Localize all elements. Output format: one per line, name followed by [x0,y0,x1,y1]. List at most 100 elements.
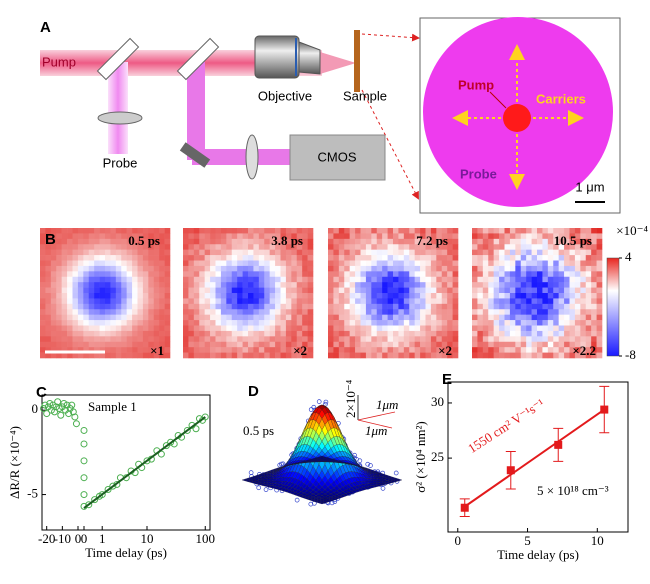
heatmap-pixel [183,315,189,321]
heatmap-pixel [499,331,505,337]
heatmap-pixel [253,250,259,256]
heatmap-pixel [521,326,527,332]
heatmap-pixel [183,271,189,277]
heatmap-pixel [308,233,314,239]
heatmap-pixel [105,266,111,272]
heatmap-pixel [505,228,511,234]
heatmap-pixel [165,244,171,250]
heatmap-pixel [308,250,314,256]
heatmap-pixel [221,288,227,294]
heatmap-pixel [40,320,46,326]
heatmap-pixel [259,244,265,250]
heatmap-pixel [575,331,581,337]
heatmap-pixel [110,298,116,304]
heatmap-pixel [548,277,554,283]
data-dot [394,471,398,475]
heatmap-pixel [586,331,592,337]
heatmap-pixel [355,293,361,299]
heatmap-pixel [194,309,200,315]
heatmap-pixel [355,326,361,332]
heatmap-pixel [453,255,459,261]
heatmap-pixel [105,309,111,315]
heatmap-pixel [78,331,84,337]
heatmap-pixel [154,331,160,337]
heatmap-pixel [199,342,205,348]
heatmap-pixel [553,326,559,332]
heatmap-pixel [532,342,538,348]
heatmap-pixel [232,255,238,261]
heatmap-pixel [94,326,100,332]
heatmap-pixel [148,288,154,294]
heatmap-pixel [194,228,200,234]
heatmap-pixel [404,320,410,326]
focused-beam [320,52,356,74]
heatmap-pixel [226,271,232,277]
heatmap-pixel [483,347,489,353]
heatmap-pixel [253,261,259,267]
heatmap-pixel [183,347,189,353]
heatmap-pixel [597,298,603,304]
inset-probe: Probe [460,166,497,181]
heatmap-pixel [339,331,345,337]
heatmap-pixel [505,288,511,294]
heatmap-pixel [333,233,339,239]
heatmap-pixel [597,315,603,321]
heatmap-pixel [586,309,592,315]
heatmap-pixel [339,304,345,310]
heatmap-pixel [105,261,111,267]
point [81,458,87,464]
heatmap-pixel [447,244,453,250]
heatmap-pixel [515,233,521,239]
heatmap-pixel [100,239,106,245]
heatmap-pixel [570,326,576,332]
panel-b: 0.5 ps×13.8 ps×27.2 ps×210.5 ps×2.2B4-8×… [40,223,648,362]
heatmap-pixel [570,255,576,261]
heatmap-pixel [248,228,254,234]
heatmap-pixel [89,277,95,283]
heatmap-pixel [51,309,57,315]
heatmap-pixel [393,239,399,245]
heatmap-pixel [505,244,511,250]
heatmap-pixel [188,347,194,353]
heatmap-pixel [89,282,95,288]
heatmap-pixel [570,293,576,299]
heatmap-pixel [436,250,442,256]
heatmap-pixel [453,266,459,272]
heatmap-pixel [328,331,334,337]
heatmap-pixel [264,298,270,304]
heatmap-pixel [548,315,554,321]
heatmap-pixel [100,331,106,337]
heatmap-pixel [89,233,95,239]
heatmap-pixel [237,239,243,245]
heatmap-pixel [559,331,565,337]
heatmap-pixel [56,233,62,239]
heatmap-pixel [275,266,281,272]
heatmap-pixel [483,228,489,234]
heatmap-pixel [73,293,79,299]
heatmap-pixel [404,298,410,304]
heatmap-pixel [56,320,62,326]
heatmap-pixel [237,250,243,256]
heatmap-pixel [291,298,297,304]
heatmap-pixel [328,326,334,332]
heatmap-pixel [344,353,350,359]
heatmap-pixel [210,298,216,304]
heatmap-pixel [138,271,144,277]
heatmap-pixel [477,304,483,310]
heatmap-pixel [259,250,265,256]
heatmap-pixel [62,266,68,272]
heatmap-pixel [62,304,68,310]
heatmap-pixel [308,353,314,359]
heatmap-pixel [350,266,356,272]
heatmap-pixel [409,244,415,250]
heatmap-pixel [505,347,511,353]
heatmap-pixel [350,228,356,234]
heatmap-pixel [159,239,165,245]
heatmap-pixel [127,331,133,337]
heatmap-pixel [132,250,138,256]
heatmap-pixel [377,304,383,310]
heatmap-pixel [333,255,339,261]
heatmap-pixel [56,277,62,283]
